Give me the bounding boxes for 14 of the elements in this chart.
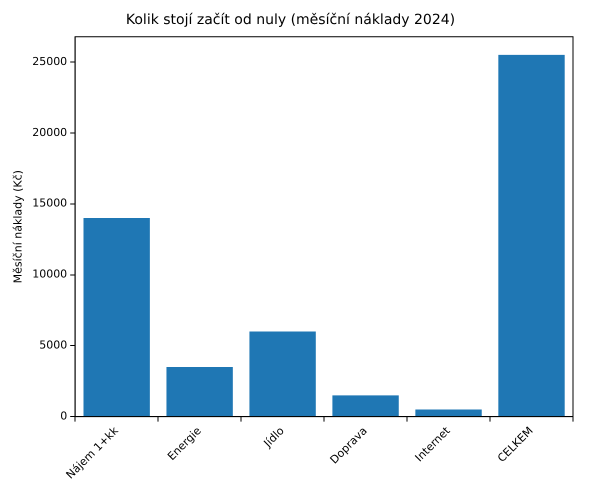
y-tick-label: 15000 (32, 196, 68, 210)
y-tick-label: 20000 (32, 126, 68, 139)
bar (415, 410, 482, 416)
chart-title: Kolik stojí začít od nuly (měsíční náklady 2024) (126, 12, 456, 28)
bar (498, 54, 565, 416)
y-tick-label: 0 (60, 409, 68, 422)
bar (249, 332, 316, 416)
y-tick-label: 10000 (32, 268, 68, 281)
y-tick-label: 5000 (39, 338, 68, 352)
bar (332, 395, 399, 416)
bar (166, 366, 233, 416)
bar (83, 218, 150, 416)
y-tick-label: 25000 (32, 54, 68, 68)
y-axis-title: Měsíční náklady (Kč) (11, 170, 24, 284)
